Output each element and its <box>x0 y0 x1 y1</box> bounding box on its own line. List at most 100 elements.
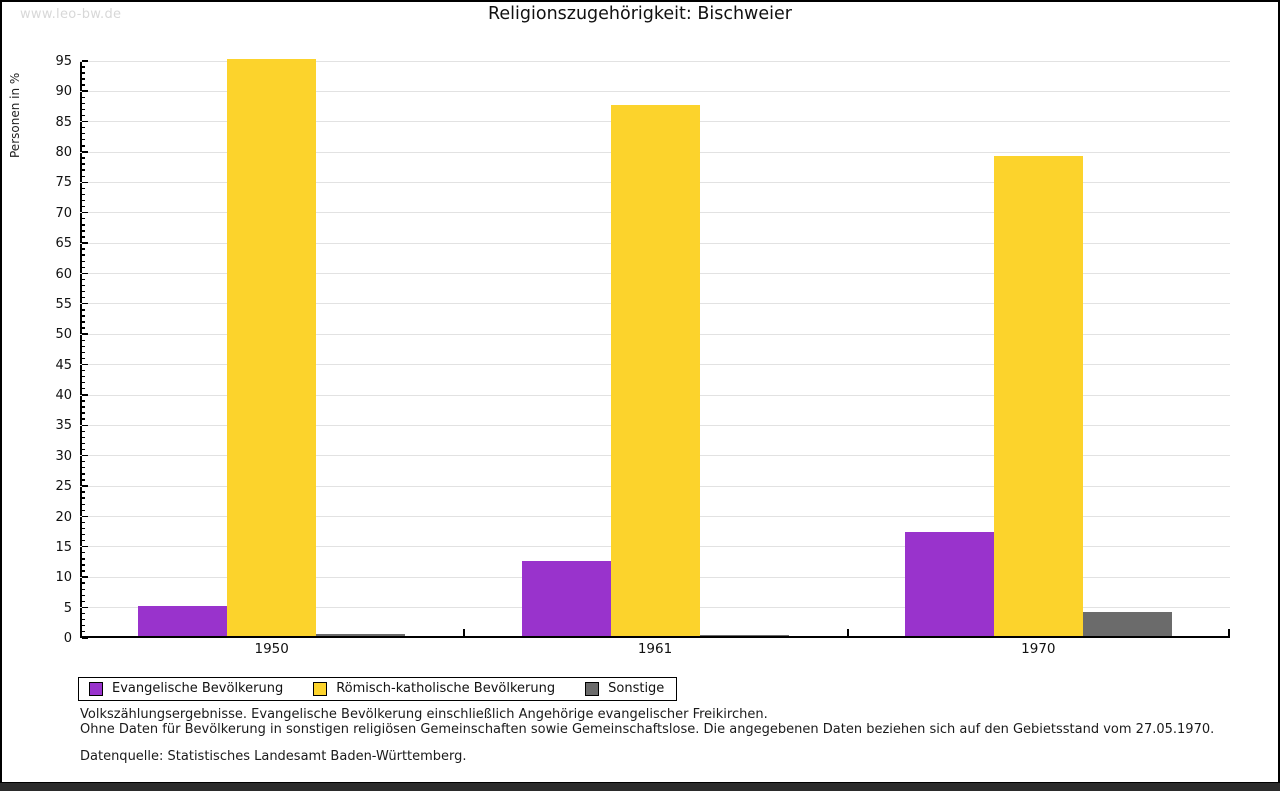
y-tick-label: 70 <box>55 205 72 221</box>
y-tick-minor <box>82 618 85 621</box>
bar-1950-0 <box>138 606 228 636</box>
y-tick-minor <box>82 521 85 524</box>
y-tick-minor <box>82 126 85 129</box>
y-tick-minor <box>82 594 85 596</box>
y-tick-minor <box>82 539 85 542</box>
y-tick-minor <box>82 442 85 445</box>
y-tick-minor <box>82 169 85 171</box>
legend-swatch-katholische <box>313 681 328 696</box>
bar-1970-1 <box>993 156 1083 636</box>
y-tick-minor <box>82 612 85 615</box>
x-tick-label-1950: 1950 <box>254 641 289 657</box>
y-tick-minor <box>82 193 85 196</box>
y-tick-minor <box>82 102 85 105</box>
y-tick-label: 50 <box>55 327 72 343</box>
y-tick-minor <box>82 436 85 439</box>
y-tick-minor <box>82 375 85 378</box>
y-tick-minor <box>82 491 85 493</box>
y-tick-minor <box>82 479 85 481</box>
y-tick-label: 10 <box>55 570 72 586</box>
y-tick-minor <box>82 108 85 111</box>
y-tick-minor <box>82 114 85 117</box>
y-tick-minor <box>82 199 85 202</box>
y-tick-major <box>82 424 88 426</box>
y-tick-major <box>82 151 88 153</box>
y-tick-minor <box>82 309 85 311</box>
y-tick-minor <box>82 260 85 262</box>
y-tick-minor <box>82 388 85 390</box>
y-tick-label: 5 <box>63 600 72 616</box>
y-tick-minor <box>82 406 85 408</box>
y-tick-label: 30 <box>55 448 72 464</box>
footnotes: Volkszählungsergebnisse. Evangelische Be… <box>80 707 1214 764</box>
y-tick-minor <box>82 564 85 566</box>
y-tick-minor <box>82 418 85 420</box>
y-tick-major <box>82 606 88 609</box>
footnote-source: Datenquelle: Statistisches Landesamt Bad… <box>80 749 467 764</box>
y-tick-label: 55 <box>55 296 72 312</box>
y-tick-minor <box>82 369 85 372</box>
y-tick-minor <box>82 321 85 323</box>
gridline-95 <box>80 60 1230 62</box>
bar-1961-0 <box>521 560 611 636</box>
y-tick-label: 20 <box>55 509 72 525</box>
y-tick-minor <box>82 145 85 147</box>
x-axis-separator-tick <box>846 629 849 636</box>
y-tick-minor <box>82 205 85 208</box>
y-tick-minor <box>82 157 85 159</box>
x-axis-separator-tick <box>463 629 466 636</box>
y-tick-minor <box>82 412 85 414</box>
plot-area: 0 5 10 15 20 25 30 35 40 45 50 55 60 65 70 75 80 85 90 95 <box>55 54 1230 646</box>
y-tick-major <box>82 90 88 92</box>
y-tick-minor <box>82 588 85 590</box>
legend: Evangelische Bevölkerung Römisch-katholi… <box>78 677 678 701</box>
x-axis-labels: 1950 1961 1970 <box>80 641 1230 659</box>
y-tick-minor <box>82 72 85 74</box>
y-tick-major <box>82 546 88 548</box>
y-tick-major <box>82 242 88 244</box>
y-tick-minor <box>82 315 85 317</box>
x-axis-line <box>80 636 1230 638</box>
y-tick-label: 75 <box>55 175 72 191</box>
footnote-line-2: Ohne Daten für Bevölkerung in sonstigen … <box>80 722 1215 737</box>
y-tick-minor <box>82 224 85 226</box>
legend-entry-evangelische: Evangelische Bevölkerung <box>89 681 283 696</box>
y-tick-minor <box>82 631 85 633</box>
y-tick-minor <box>82 327 85 329</box>
y-tick-label: 65 <box>55 236 72 252</box>
y-tick-minor <box>82 339 85 341</box>
y-tick-minor <box>82 78 85 80</box>
legend-entry-sonstige: Sonstige <box>585 681 664 696</box>
y-tick-major <box>82 485 88 487</box>
y-tick-label: 90 <box>55 84 72 100</box>
y-tick-label: 60 <box>55 266 72 282</box>
bar-1961-1 <box>610 104 700 636</box>
y-tick-minor <box>82 66 85 68</box>
y-tick-minor <box>82 503 85 505</box>
y-tick-minor <box>82 84 85 86</box>
y-axis-title: Personen in % <box>8 72 22 158</box>
y-tick-label: 95 <box>55 54 72 69</box>
x-tick-label-1961: 1961 <box>637 641 673 657</box>
y-tick-major <box>82 211 88 214</box>
legend-swatch-sonstige <box>585 681 600 696</box>
bottom-bar <box>0 783 1280 791</box>
y-tick-minor <box>82 624 85 627</box>
y-tick-minor <box>82 552 85 554</box>
y-tick-minor <box>82 290 85 293</box>
legend-label-evangelische: Evangelische Bevölkerung <box>112 681 284 696</box>
bar-1970-2 <box>1082 612 1172 636</box>
y-tick-minor <box>82 497 85 499</box>
y-tick-minor <box>82 139 85 141</box>
y-tick-minor <box>82 570 85 572</box>
y-tick-minor <box>82 467 85 469</box>
y-tick-label: 25 <box>55 479 72 495</box>
y-tick-minor <box>82 296 85 299</box>
chart-title: Religionszugehörigkeit: Bischweier <box>488 4 792 24</box>
y-tick-label: 85 <box>55 114 72 130</box>
x-tick-label-1970: 1970 <box>1021 641 1056 657</box>
y-tick-major <box>82 272 88 275</box>
y-tick-minor <box>82 266 85 269</box>
bar-1970-0 <box>904 531 994 636</box>
